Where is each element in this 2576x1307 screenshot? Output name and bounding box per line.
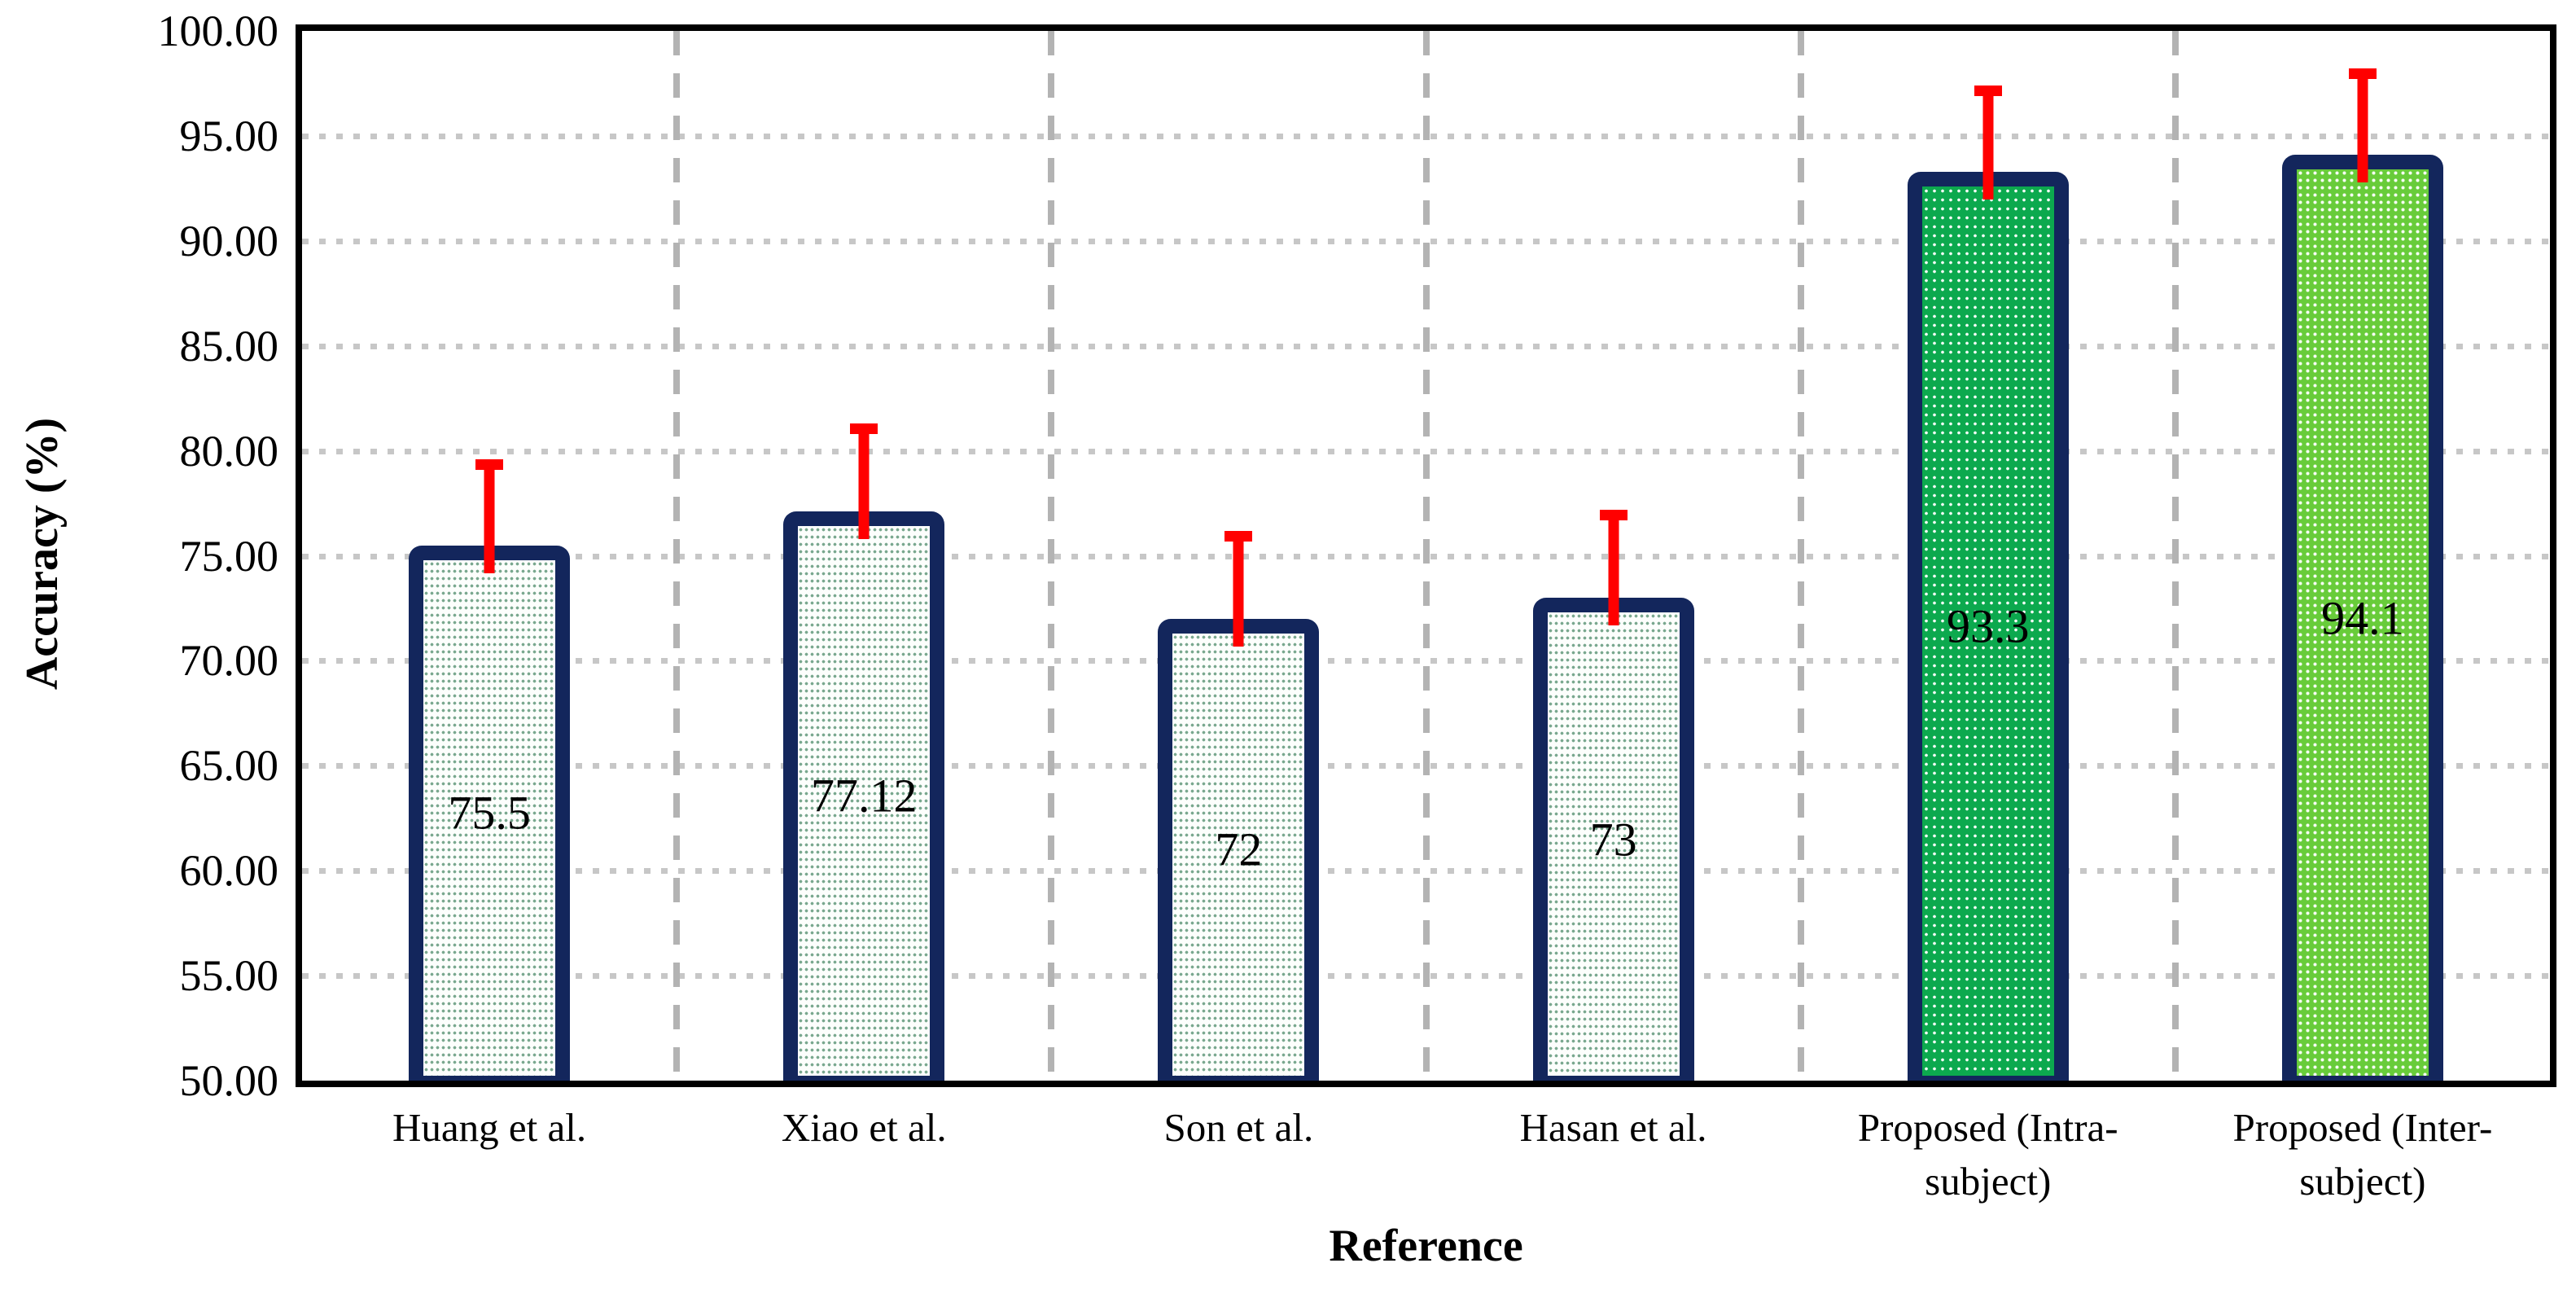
error-bar-stem (1982, 90, 1994, 200)
error-bar-cap (850, 423, 878, 434)
error-bar (1599, 509, 1628, 626)
x-tick-label-text: Huang et al. (392, 1105, 587, 1150)
error-bar-stem (484, 463, 495, 573)
y-axis-tick-labels: 100.00 95.00 90.00 85.00 80.00 75.00 70.00 65.0… (0, 0, 287, 1307)
vertical-gridline (673, 31, 681, 1081)
error-bar (2348, 68, 2377, 183)
error-bar-stem (858, 427, 870, 539)
bar-value-label: 75.5 (448, 786, 531, 840)
x-tick-label-text: Xiao et al. (781, 1105, 947, 1150)
bar-slot: 77.12 (677, 31, 1051, 1081)
bar (2281, 155, 2443, 1081)
x-axis-title: Reference (1329, 1221, 1523, 1271)
x-tick-label: Huang et al. (302, 1101, 677, 1155)
error-bar (1974, 86, 2002, 200)
error-bar-stem (1608, 513, 1619, 626)
y-tick-label: 65.00 (179, 741, 279, 791)
error-bar-cap (475, 458, 504, 470)
bar-slot: 73 (1426, 31, 1801, 1081)
vertical-gridline (1422, 31, 1430, 1081)
error-bar-cap (1974, 86, 2002, 97)
bar-slot: 94.1 (2175, 31, 2550, 1081)
x-tick-label: Xiao et al. (677, 1101, 1051, 1155)
error-bar-stem (2357, 72, 2368, 183)
y-tick-label: 95.00 (179, 111, 279, 160)
bar-slot: 75.5 (302, 31, 677, 1081)
y-tick-label: 85.00 (179, 321, 279, 371)
x-tick-label-text: Son et al. (1163, 1105, 1314, 1150)
x-tick-label: Proposed (Intra-subject) (1801, 1101, 2175, 1208)
bar (1532, 598, 1694, 1081)
bar-value-label: 77.12 (810, 769, 918, 822)
error-bar-cap (1224, 530, 1253, 542)
plot-inner-area: 75.5 77.12 72 73 93.3 94.1 (302, 31, 2550, 1081)
y-tick-label: 80.00 (179, 426, 279, 476)
x-tick-label: Son et al. (1051, 1101, 1426, 1155)
error-bar-stem (1233, 534, 1244, 647)
bar-value-label: 93.3 (1946, 599, 2030, 653)
vertical-gridline (1797, 31, 1804, 1081)
vertical-gridline (1048, 31, 1055, 1081)
error-bar (850, 423, 878, 539)
y-tick-label: 75.00 (179, 531, 279, 581)
y-tick-label: 70.00 (179, 636, 279, 686)
bar-value-label: 72 (1215, 822, 1263, 876)
x-axis-tick-labels: Huang et al. Xiao et al. Son et al. Hasan e… (302, 1101, 2550, 1239)
bar (783, 511, 945, 1081)
error-bar (475, 458, 504, 573)
bar-value-label: 73 (1589, 813, 1637, 866)
bar (1907, 171, 2069, 1081)
bar-value-label: 94.1 (2321, 591, 2404, 645)
y-tick-label: 60.00 (179, 846, 279, 896)
vertical-gridline (2171, 31, 2179, 1081)
x-tick-label: Proposed (Inter-subject) (2175, 1101, 2550, 1208)
x-tick-label-text: Hasan et al. (1519, 1105, 1707, 1150)
bar-slot: 72 (1051, 31, 1426, 1081)
error-bar-cap (1599, 509, 1628, 520)
bar-slot: 93.3 (1801, 31, 2175, 1081)
x-tick-label-text: Proposed (Inter-subject) (2232, 1105, 2493, 1204)
y-tick-label: 100.00 (157, 7, 279, 55)
plot-area: 75.5 77.12 72 73 93.3 94.1 (296, 24, 2556, 1087)
y-tick-label: 55.00 (179, 951, 279, 1001)
x-tick-label-text: Proposed (Intra-subject) (1857, 1105, 2118, 1204)
x-tick-label: Hasan et al. (1426, 1101, 1801, 1155)
error-bar (1224, 530, 1253, 647)
y-tick-label: 50.00 (179, 1056, 279, 1105)
bar (409, 545, 571, 1081)
error-bar-cap (2348, 68, 2377, 80)
y-tick-label: 90.00 (179, 216, 279, 265)
bar (1158, 618, 1320, 1081)
